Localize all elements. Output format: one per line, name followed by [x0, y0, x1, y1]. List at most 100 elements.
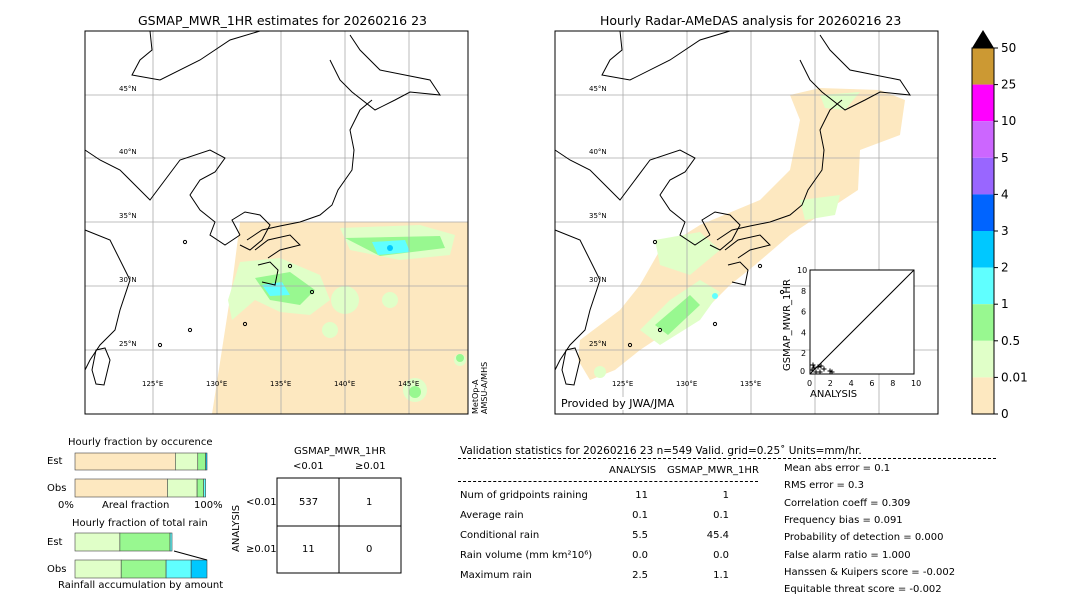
stat-gsmap-value: 1.1: [713, 570, 729, 581]
score-line: Correlation coeff = 0.309: [784, 497, 911, 509]
total-rain-est-segment: [169, 532, 173, 552]
colorbar-segment: [972, 84, 994, 122]
lon-label: 125°E: [612, 380, 634, 388]
colorbar-segment: [972, 267, 994, 305]
scatter-point: [818, 363, 824, 369]
scatter-point: [815, 364, 821, 370]
rain-field: [655, 232, 720, 275]
cont-cell: 1: [366, 497, 373, 508]
stats-col-analysis: ANALYSIS: [609, 465, 657, 476]
occ-x0: 0%: [58, 500, 74, 511]
inset-ytick: 0: [800, 367, 805, 376]
lat-label: 25°N: [589, 340, 607, 348]
inset-xlabel: ANALYSIS: [810, 389, 858, 400]
stat-gsmap-value: 0.1: [713, 510, 729, 521]
colorbar-segment: [972, 157, 994, 195]
inset-xtick: 2: [828, 379, 833, 388]
colorbar-segment: [972, 231, 994, 268]
map-frame: [84, 30, 469, 415]
island: [779, 289, 785, 295]
occurrence-est-segment: [205, 452, 208, 471]
lon-label: 130°E: [206, 380, 228, 388]
cont-row-0: <0.01: [246, 497, 277, 508]
score-line: Equitable threat score = -0.002: [784, 584, 942, 596]
inset-xtick: 8: [890, 379, 895, 388]
occurrence-obs-segment: [74, 478, 168, 498]
cont-title: GSMAP_MWR_1HR: [294, 446, 386, 457]
lat-label: 40°N: [589, 148, 607, 156]
lon-label: 130°E: [676, 380, 698, 388]
score-line: Frequency bias = 0.091: [784, 514, 903, 526]
one-to-one-line: [809, 269, 915, 375]
coastline-path: [257, 261, 279, 286]
occurrence-est-segment: [197, 452, 206, 471]
coastline: [84, 30, 442, 386]
rain-field: [387, 245, 393, 251]
occ-x1: 100%: [194, 500, 223, 511]
stat-row-label: Conditional rain: [460, 530, 540, 541]
inset-ytick: 4: [801, 328, 806, 337]
colorbar-label: 0.5: [1001, 334, 1020, 348]
inset-xtick: 10: [911, 379, 921, 388]
coastline-path: [799, 34, 912, 111]
inset-xtick: 6: [869, 379, 874, 388]
colorbar-segment: [972, 304, 994, 341]
scatter-point: [811, 365, 817, 371]
cont-row-label: ANALYSIS: [231, 504, 242, 552]
occ-row-est: Est: [47, 456, 63, 467]
lat-label: 45°N: [119, 85, 137, 93]
stat-gsmap-value: 45.4: [706, 530, 729, 541]
rain-field: [820, 92, 860, 110]
coastline: [554, 30, 912, 386]
rain-field: [655, 295, 700, 335]
stat-gsmap-value: 0.0: [713, 550, 729, 561]
cont-col-0: <0.01: [293, 461, 324, 472]
island: [182, 239, 188, 245]
connector-line: [173, 550, 208, 561]
stat-analysis-value: 0.1: [632, 510, 648, 521]
island: [287, 263, 293, 269]
coastline-path: [701, 211, 741, 251]
colorbar-label: 0: [1001, 407, 1009, 421]
rain-field: [712, 293, 718, 299]
rain-field: [409, 386, 421, 398]
coastline-path: [84, 229, 131, 371]
colorbar-segment: [972, 377, 994, 414]
lat-label: 30°N: [589, 276, 607, 284]
island: [757, 263, 763, 269]
stat-row-label: Maximum rain: [460, 570, 532, 581]
occurrence-obs-segment: [167, 478, 198, 498]
divider: [458, 458, 996, 459]
total-rain-est-segment: [119, 532, 171, 552]
coastline-path: [554, 149, 711, 246]
coastline-path: [231, 211, 271, 251]
stat-analysis-value: 11: [635, 490, 648, 501]
occurrence-est-segment: [175, 452, 199, 471]
colorbar-label: 50: [1001, 41, 1016, 55]
lon-label: 145°E: [398, 380, 420, 388]
lon-label: 125°E: [142, 380, 164, 388]
score-line: Mean abs error = 0.1: [784, 463, 891, 474]
island: [627, 342, 633, 348]
lon-label: 135°E: [740, 380, 762, 388]
total-rain-title: Hourly fraction of total rain: [72, 518, 208, 529]
occurrence-est-segment: [74, 452, 176, 471]
total-rain-obs-segment: [190, 559, 208, 579]
cont-cell: 537: [299, 497, 319, 508]
credit-label: Provided by JWA/JMA: [561, 397, 675, 410]
cont-cell: 11: [302, 544, 315, 555]
scatter-point: [810, 362, 816, 368]
colorbar-label: 0.01: [1001, 370, 1028, 384]
stats-header: Validation statistics for 20260216 23 n=…: [460, 445, 862, 457]
total-rain-est-segment: [74, 532, 121, 552]
inset-ytick: 10: [797, 266, 807, 275]
inset-xtick: 4: [849, 379, 854, 388]
island: [187, 327, 193, 333]
coastline-path: [91, 347, 111, 386]
colorbar-segment: [972, 194, 994, 231]
island: [309, 289, 315, 295]
colorbar-extend-triangle: [972, 30, 994, 48]
stat-row-label: Num of gridpoints raining: [460, 490, 588, 501]
lat-label: 35°N: [119, 212, 137, 220]
rain-field: [456, 354, 464, 362]
